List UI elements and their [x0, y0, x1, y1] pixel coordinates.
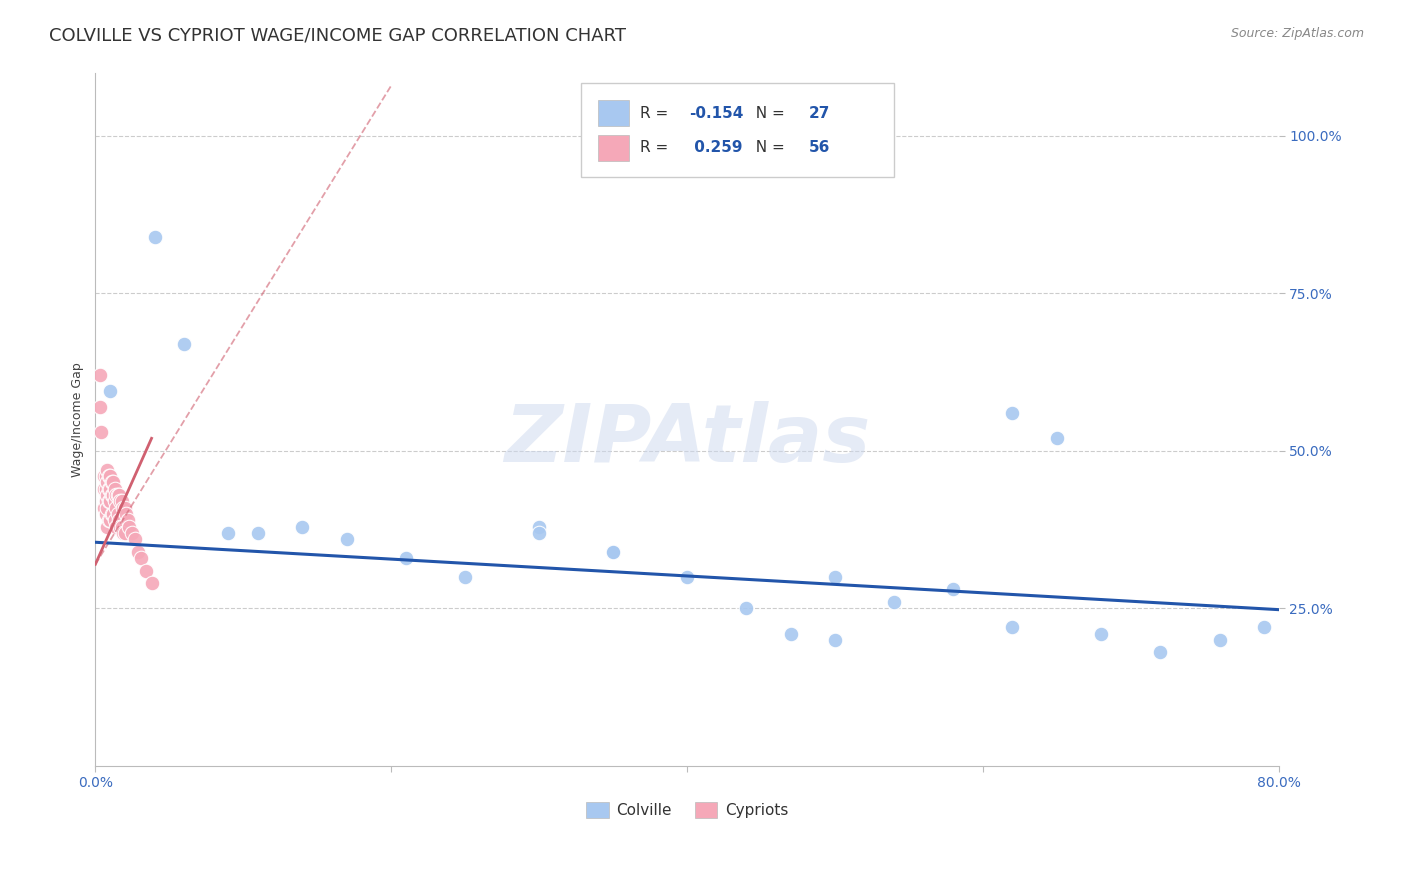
- Point: [98, 482, 121, 496]
- Point: [1253, 620, 1275, 634]
- Point: [93, 482, 115, 496]
- Point: [103, 513, 125, 527]
- Point: [105, 500, 128, 515]
- Legend: Colville, Cypriots: Colville, Cypriots: [579, 796, 794, 824]
- Point: [105, 488, 128, 502]
- Point: [883, 595, 905, 609]
- Text: R =: R =: [640, 105, 673, 120]
- Text: 56: 56: [808, 140, 831, 155]
- Point: [110, 519, 132, 533]
- Point: [101, 488, 124, 502]
- Point: [291, 519, 314, 533]
- Text: -0.154: -0.154: [689, 105, 744, 120]
- Point: [735, 601, 758, 615]
- Point: [100, 488, 122, 502]
- Point: [218, 525, 240, 540]
- Point: [97, 469, 120, 483]
- Point: [93, 500, 115, 515]
- Point: [93, 469, 115, 483]
- Point: [336, 532, 359, 546]
- Point: [98, 494, 121, 508]
- Point: [108, 488, 131, 502]
- Text: R =: R =: [640, 140, 673, 155]
- Point: [824, 570, 846, 584]
- Point: [1090, 626, 1112, 640]
- Point: [97, 513, 120, 527]
- Point: [94, 494, 117, 508]
- Point: [89, 368, 111, 383]
- Point: [121, 525, 143, 540]
- Point: [527, 519, 550, 533]
- Point: [115, 507, 138, 521]
- Point: [96, 519, 118, 533]
- Point: [942, 582, 965, 597]
- Point: [110, 494, 132, 508]
- Point: [94, 482, 117, 496]
- Text: ZIPAtlas: ZIPAtlas: [503, 401, 870, 479]
- Point: [1001, 406, 1024, 420]
- Point: [143, 229, 166, 244]
- Point: [602, 545, 624, 559]
- Point: [108, 513, 131, 527]
- Point: [173, 336, 195, 351]
- Point: [112, 525, 135, 540]
- Point: [96, 475, 118, 490]
- Point: [101, 475, 124, 490]
- Text: Source: ZipAtlas.com: Source: ZipAtlas.com: [1230, 27, 1364, 40]
- Y-axis label: Wage/Income Gap: Wage/Income Gap: [72, 362, 84, 477]
- Point: [103, 482, 125, 496]
- Point: [129, 551, 152, 566]
- Text: 27: 27: [808, 105, 831, 120]
- Point: [135, 564, 157, 578]
- Point: [97, 494, 120, 508]
- Point: [111, 519, 134, 533]
- Point: [124, 532, 146, 546]
- Point: [454, 570, 477, 584]
- Point: [779, 626, 801, 640]
- Point: [1208, 632, 1230, 647]
- Point: [94, 469, 117, 483]
- Point: [94, 507, 117, 521]
- Point: [100, 475, 122, 490]
- Point: [1149, 645, 1171, 659]
- Point: [100, 507, 122, 521]
- Text: COLVILLE VS CYPRIOT WAGE/INCOME GAP CORRELATION CHART: COLVILLE VS CYPRIOT WAGE/INCOME GAP CORR…: [49, 27, 626, 45]
- Point: [824, 632, 846, 647]
- Point: [112, 500, 135, 515]
- Point: [676, 570, 699, 584]
- Point: [107, 488, 129, 502]
- Text: 0.259: 0.259: [689, 140, 742, 155]
- Point: [98, 513, 121, 527]
- Point: [97, 482, 120, 496]
- Point: [98, 469, 121, 483]
- Point: [141, 576, 163, 591]
- FancyBboxPatch shape: [599, 135, 628, 161]
- Point: [101, 507, 124, 521]
- Point: [247, 525, 270, 540]
- Point: [90, 425, 112, 439]
- Point: [602, 545, 624, 559]
- Point: [96, 463, 118, 477]
- Point: [105, 519, 128, 533]
- Point: [1001, 620, 1024, 634]
- Point: [96, 500, 118, 515]
- Point: [111, 494, 134, 508]
- Point: [117, 513, 139, 527]
- Point: [98, 384, 121, 398]
- Point: [114, 525, 136, 540]
- Text: N =: N =: [747, 105, 790, 120]
- Point: [127, 545, 149, 559]
- FancyBboxPatch shape: [599, 100, 628, 127]
- Point: [118, 519, 141, 533]
- Point: [1046, 431, 1069, 445]
- Point: [395, 551, 418, 566]
- Point: [103, 494, 125, 508]
- Point: [527, 525, 550, 540]
- Point: [114, 500, 136, 515]
- Point: [89, 400, 111, 414]
- Text: N =: N =: [747, 140, 790, 155]
- Point: [107, 507, 129, 521]
- FancyBboxPatch shape: [581, 83, 894, 177]
- Point: [96, 488, 118, 502]
